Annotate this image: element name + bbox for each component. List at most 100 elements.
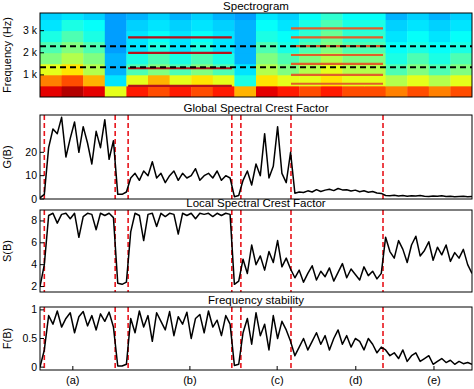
heat-cell [40,20,62,31]
heat-cell [429,20,451,31]
heat-cell [105,75,127,86]
heat-cell [386,20,408,31]
heat-cell [83,75,105,86]
heat-cell [256,64,278,75]
heat-cell [450,13,472,20]
heat-cell [364,42,386,53]
heat-cell [278,86,300,97]
y-tick [40,199,44,200]
y-tick-label: 1 [31,303,37,315]
y-tick-label: 0.5 [22,332,37,344]
heat-cell [105,13,127,20]
heat-cell [83,13,105,20]
y-tick [40,74,44,75]
heat-cell [148,75,170,86]
x-tick-label: (a) [66,374,79,386]
heat-cell [170,75,192,86]
heat-cell [429,53,451,64]
harmonic-track [291,27,383,29]
heat-cell [170,64,192,75]
y-tick [40,242,44,243]
y-tick [40,286,44,287]
segment-boundary [382,307,384,370]
x-tick [189,366,190,370]
harmonic-track [291,36,383,38]
harmonic-track [291,74,383,76]
x-tick [433,366,434,370]
y-tick-label: 8 [31,214,37,226]
y-axis-label: G(B) [1,145,13,168]
heat-cell [407,86,429,97]
heat-cell [321,42,343,53]
heat-cell [213,64,235,75]
data-line [40,117,472,198]
heat-cell [256,86,278,97]
heat-cell [429,13,451,20]
y-tick-label: 6 [31,236,37,248]
y-tick [40,338,44,339]
y-tick [40,264,44,265]
heat-cell [256,13,278,20]
heat-cell [105,42,127,53]
heat-cell [407,75,429,86]
harmonic-track [128,85,232,87]
band-edge [40,66,472,68]
plot-frame [40,115,472,199]
heat-cell [278,64,300,75]
heat-cell [429,86,451,97]
harmonic-track [128,36,232,38]
heat-cell [234,53,256,64]
y-axis-label: S(B) [1,240,13,262]
heat-cell [191,75,213,86]
heat-cell [407,64,429,75]
y-axis-label: Frequency (Hz) [1,17,13,93]
heat-cell [62,31,84,42]
heat-cell [450,86,472,97]
x-tick [72,366,73,370]
heat-cell [83,64,105,75]
heat-cell [407,20,429,31]
heat-cell [364,64,386,75]
heat-cell [450,31,472,42]
heat-cell [40,64,62,75]
heat-cell [234,31,256,42]
heat-cell [213,42,235,53]
plot-frame [40,13,472,97]
plot-frame [40,307,472,370]
heat-cell [364,86,386,97]
heat-cell [105,53,127,64]
heat-cell [386,53,408,64]
heat-cell [256,75,278,86]
heat-cell [278,42,300,53]
heat-cell [62,53,84,64]
heat-cell [256,31,278,42]
y-tick [40,220,44,221]
heat-cell [40,42,62,53]
panel-title: Local Spectral Crest Factor [186,197,326,209]
heat-cell [299,86,321,97]
heat-cell [450,53,472,64]
heat-cell [386,64,408,75]
heat-cell [170,86,192,97]
heat-cell [40,31,62,42]
heat-cell [191,86,213,97]
heat-cell [105,31,127,42]
heat-cell [62,75,84,86]
heat-cell [126,42,148,53]
heat-cell [191,13,213,20]
y-tick-label: 2 k [23,46,38,58]
heat-cell [234,13,256,20]
heat-cell [450,20,472,31]
plot-area [40,115,472,199]
heat-cell [386,86,408,97]
y-tick-label: 0 [31,193,37,205]
harmonic-track [291,54,383,56]
heat-cell [321,86,343,97]
heat-cell [62,20,84,31]
x-tick-label: (e) [427,374,440,386]
harmonic-track [128,52,232,54]
harmonic-track [291,83,383,85]
heat-cell [83,86,105,97]
heat-cell [191,20,213,31]
heat-cell [342,64,364,75]
